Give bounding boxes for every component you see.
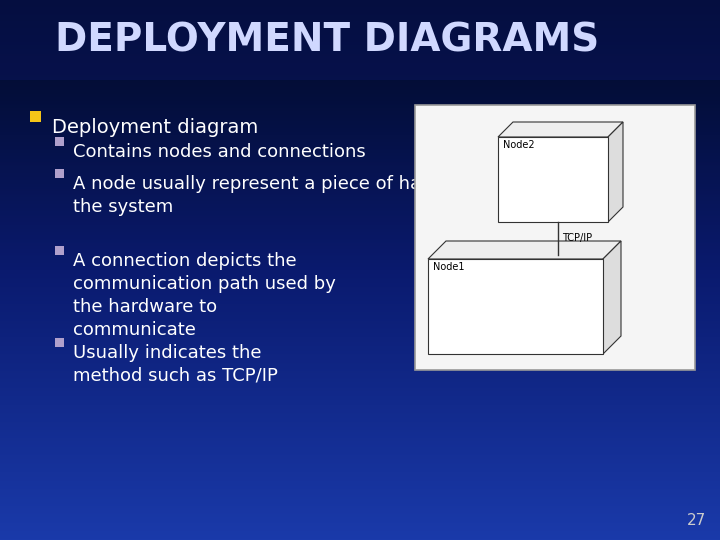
Bar [498, 137, 608, 222]
Polygon shape [498, 122, 623, 137]
Bar [55, 246, 64, 255]
Bar [55, 137, 64, 146]
Text: Node1: Node1 [433, 262, 464, 272]
Polygon shape [603, 241, 621, 354]
Bar [428, 259, 603, 354]
Text: 27: 27 [687, 513, 706, 528]
Text: Node2: Node2 [503, 140, 535, 150]
Polygon shape [428, 241, 621, 259]
Bar [0, 0, 720, 80]
Bar [55, 338, 64, 347]
Bar [30, 111, 41, 122]
Text: TCP/IP: TCP/IP [562, 233, 592, 243]
Polygon shape [608, 122, 623, 222]
Text: Deployment diagram: Deployment diagram [52, 118, 258, 137]
Text: Usually indicates the
method such as TCP/IP: Usually indicates the method such as TCP… [73, 344, 278, 385]
Text: A node usually represent a piece of hardware in
the system: A node usually represent a piece of hard… [73, 175, 506, 216]
Text: Contains nodes and connections: Contains nodes and connections [73, 143, 366, 161]
Text: DEPLOYMENT DIAGRAMS: DEPLOYMENT DIAGRAMS [55, 21, 599, 59]
Text: A connection depicts the
communication path used by
the hardware to
communicate: A connection depicts the communication p… [73, 252, 336, 339]
Bar [415, 105, 695, 370]
Bar [55, 169, 64, 178]
